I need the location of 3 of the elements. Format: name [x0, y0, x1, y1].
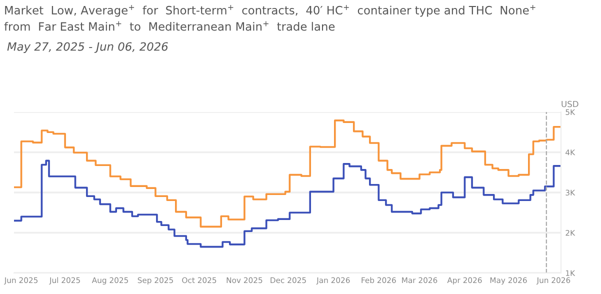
chart-title: Market Low, Average$^{+}$ for Short-term$^{+}$ contracts, 40′ HC$^{+}$ container type and THC None$^{+}$ from Far East Main$^{+}$ to Mediterranean Main$^{+}$ trade lane [4, 5, 536, 31]
chart-subtitle: May 27, 2025 - Jun 06, 2026 [7, 42, 168, 54]
y-axis-title: USD [562, 100, 578, 108]
